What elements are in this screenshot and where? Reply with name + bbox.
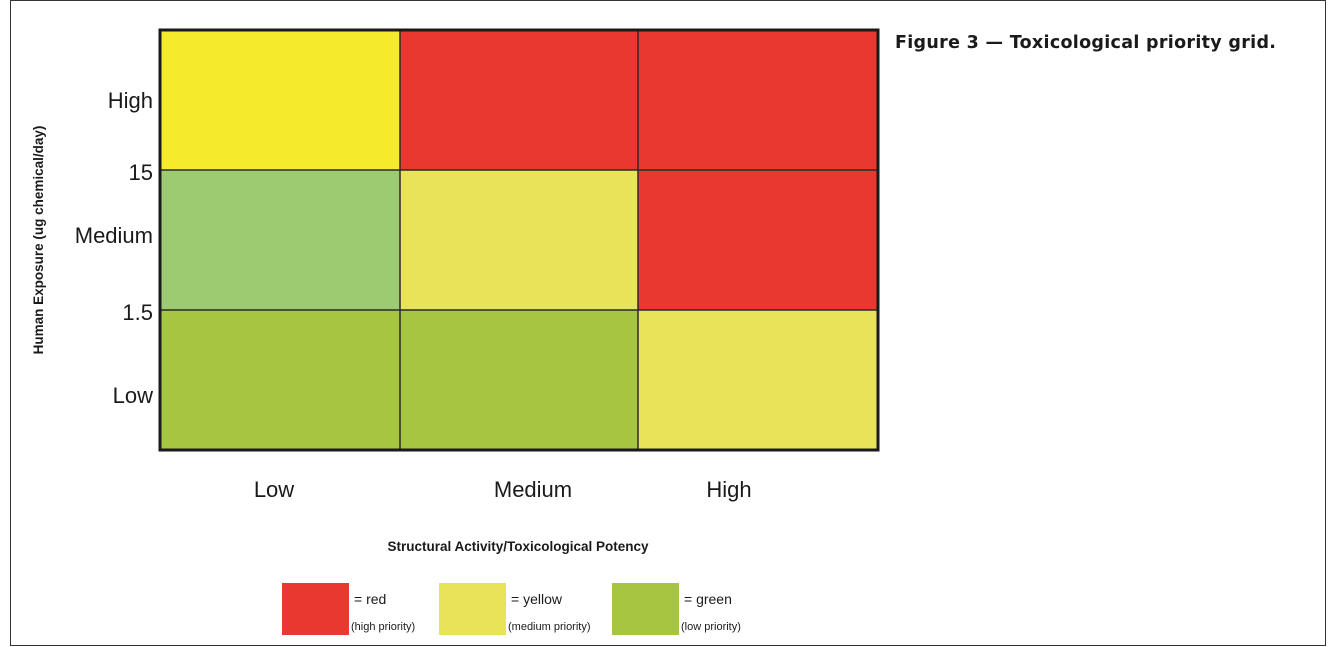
cell-exposure-medium-potency-medium <box>400 170 638 310</box>
grid-border <box>158 28 880 452</box>
cell-exposure-high-potency-high <box>638 30 878 170</box>
figure-frame <box>10 0 1326 646</box>
cell-exposure-low-potency-medium <box>400 310 638 450</box>
cell-exposure-low-potency-low <box>160 310 400 450</box>
grid-cells <box>160 30 878 450</box>
grid-lines <box>158 28 880 452</box>
y-tick-label-high: High <box>108 88 153 113</box>
cell-exposure-medium-potency-low <box>160 170 400 310</box>
y-axis-title: Human Exposure (ug chemical/day) <box>31 126 46 355</box>
x-tick-label-low: Low <box>254 477 294 502</box>
y-tick-label-medium: Medium <box>75 223 153 248</box>
cell-exposure-low-potency-high <box>638 310 878 450</box>
cell-exposure-high-potency-low <box>160 30 400 170</box>
legend: = red (high priority) = yellow (medium prio… <box>282 583 741 635</box>
x-axis-title: Structural Activity/Toxicological Potenc… <box>387 539 649 554</box>
legend-sublabel-red: (high priority) <box>351 621 415 633</box>
frame-top-border <box>10 0 1326 1</box>
legend-sublabel-green: (low priority) <box>681 621 741 633</box>
figure-title: Figure 3 — Toxicological priority grid. <box>895 33 1277 53</box>
legend-sublabel-yellow: (medium priority) <box>508 621 591 633</box>
legend-label-yellow: = yellow <box>511 591 563 607</box>
x-tick-label-high: High <box>706 477 751 502</box>
y-threshold-label: 1.5 <box>122 300 153 325</box>
y-threshold-label: 15 <box>129 160 153 185</box>
legend-swatch-yellow <box>439 583 506 635</box>
legend-label-red: = red <box>354 591 386 607</box>
axis-labels: High Medium Low 15 1.5 Low Medium High Human Exp… <box>31 88 752 554</box>
y-tick-label-low: Low <box>113 383 153 408</box>
x-tick-label-medium: Medium <box>494 477 572 502</box>
legend-swatch-red <box>282 583 349 635</box>
legend-swatch-green <box>612 583 679 635</box>
cell-exposure-high-potency-medium <box>400 30 638 170</box>
legend-label-green: = green <box>684 591 732 607</box>
cell-exposure-medium-potency-high <box>638 170 878 310</box>
